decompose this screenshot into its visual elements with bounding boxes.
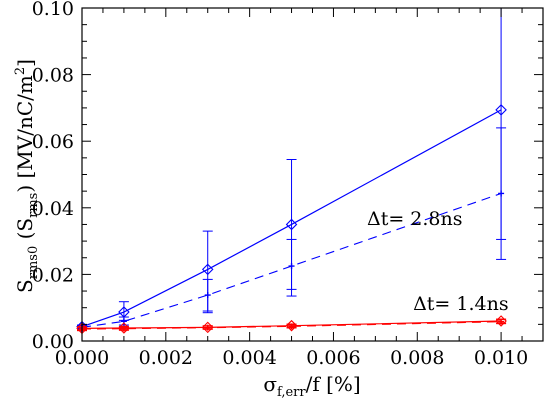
y-axis-title: Srms0 (Srms) [MV/nC/m2] (13, 59, 41, 293)
y-tick-label: 0.04 (32, 198, 74, 220)
x-axis-title: σf,err/f [%] (263, 372, 360, 400)
x-axis-title-rest: /f [%] (306, 372, 361, 396)
data-point (495, 104, 507, 116)
annotation-label: Δt= 2.8ns (367, 208, 463, 230)
y-tick-label: 0.08 (32, 65, 74, 87)
data-point (285, 319, 298, 332)
x-tick-label: 0.006 (306, 347, 360, 369)
series-line (81, 192, 502, 328)
annotation-label: Δt= 1.4ns (413, 293, 509, 315)
data-point (204, 292, 211, 299)
x-axis-title-sub: f,err (277, 385, 306, 400)
data-point (288, 323, 295, 330)
data-point (120, 325, 127, 332)
y-axis-title-mid: (S (13, 218, 37, 246)
labels-layer: σf,err/f [%] Srms0 (Srms) [MV/nC/m2] Δt= 2… (13, 59, 509, 400)
y-tick-label: 0.10 (32, 0, 74, 20)
y-tick-label: 0.00 (32, 331, 74, 353)
data-point (498, 190, 505, 197)
y-axis-title-end: ] (13, 59, 37, 67)
x-tick-label: 0.004 (222, 347, 276, 369)
data-point (285, 218, 298, 231)
x-tick-label: 0.008 (390, 347, 444, 369)
x-tick-label: 0.002 (139, 347, 193, 369)
data-point (498, 318, 505, 325)
y-axis-title-sub: rms0 (26, 246, 41, 279)
y-tick-label: 0.06 (32, 131, 74, 153)
data-point (204, 324, 211, 331)
y-axis-title-sub2: rms (26, 193, 41, 218)
y-tick-label: 0.02 (32, 264, 74, 286)
data-point (118, 322, 130, 334)
x-axis-title-main: σ (263, 372, 277, 396)
y-axis-title-sup: 2 (13, 67, 28, 75)
data-point (201, 263, 214, 276)
x-tick-label: 0.010 (474, 347, 528, 369)
axes-layer: 0.000 0.002 0.004 0.006 0.008 0.010 0.00 0.02 0.… (32, 0, 544, 369)
y-axis-title-rest: ) [MV/nC/m (13, 75, 37, 193)
x-tick-label: 0.000 (55, 347, 109, 369)
y-axis-title-main: S (13, 279, 37, 293)
series-s_rms_2p8 (77, 127, 507, 331)
data-point (288, 263, 295, 270)
